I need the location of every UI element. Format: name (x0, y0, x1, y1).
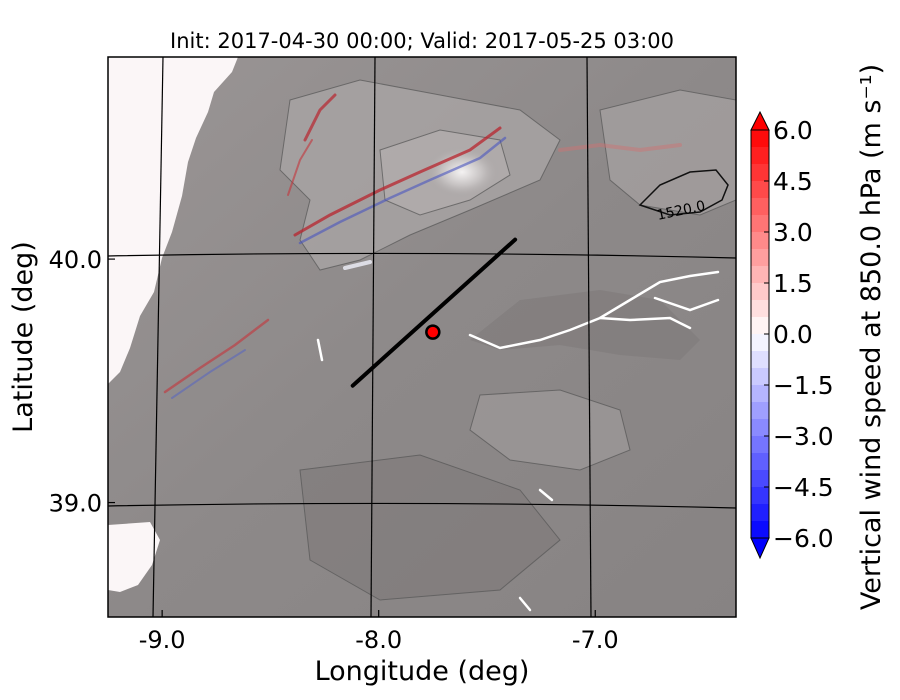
plot-frame (107, 56, 737, 618)
colorbar-bin (751, 419, 769, 437)
colorbar-bin (751, 283, 769, 301)
downdraft-streak (298, 136, 507, 245)
downdraft-streak (171, 349, 246, 399)
colorbar-tick-label: −6.0 (773, 524, 834, 553)
updraft-streak (293, 126, 502, 237)
contour-lines (279, 79, 736, 601)
graticule (108, 57, 736, 617)
colorbar-bin (751, 147, 769, 165)
updraft-streak (343, 260, 372, 270)
colorbar-bin (751, 351, 769, 369)
colorbar-label: Vertical wind speed at 850.0 hPa (m s⁻¹) (856, 64, 887, 610)
river (653, 296, 720, 312)
colorbar-bin (751, 453, 769, 471)
colorbar-tick-label: 4.5 (773, 167, 813, 196)
colorbar-bin (751, 130, 769, 148)
colorbar-extend-min (750, 537, 770, 560)
contour-1520 (638, 169, 729, 216)
river (518, 596, 532, 612)
colorbar-tick-label: 0.0 (773, 320, 813, 349)
colorbar-bin (751, 436, 769, 454)
river (598, 316, 692, 330)
x-axis-label: Longitude (deg) (315, 656, 530, 687)
colorbar-bin (751, 181, 769, 199)
colorbar-bin (751, 334, 769, 352)
meridian-7 (586, 57, 592, 617)
colorbar-bin (751, 385, 769, 403)
colorbar-extend-max (750, 110, 770, 131)
y-axis-ticks: 40.0 39.0 (49, 246, 115, 518)
parallel-40 (108, 252, 736, 259)
updraft-streak (287, 139, 313, 196)
colorbar-bin (751, 300, 769, 318)
colorbar-bin (751, 470, 769, 488)
parallel-39 (108, 502, 736, 509)
rivers (316, 270, 720, 612)
colorbar: 6.0 4.5 3.0 1.5 0.0 −1.5 −3.0 −4.5 −6.0 (750, 110, 834, 560)
colorbar-bin (751, 402, 769, 420)
colorbar-tick-label: −1.5 (773, 371, 834, 400)
colorbar-bin (751, 317, 769, 335)
terrain-peak (424, 146, 500, 198)
x-tick-label: -8.0 (355, 626, 402, 654)
colorbar-bin (751, 521, 769, 539)
terrain-east-upland (600, 90, 736, 215)
colorbar-tick-label: −3.0 (773, 422, 834, 451)
colorbar-tick-label: −4.5 (773, 473, 834, 502)
y-tick-label: 40.0 (49, 246, 102, 274)
map-plot-area: 1520.0 (108, 57, 736, 617)
colorbar-bin (751, 504, 769, 522)
colorbar-bin (751, 266, 769, 284)
ocean-region-south (108, 522, 160, 592)
location-marker (425, 324, 441, 340)
colorbar-bin (751, 487, 769, 505)
colorbar-tick-label: 6.0 (773, 116, 813, 145)
colorbar-tick-label: 1.5 (773, 269, 813, 298)
chart-title: Init: 2017-04-30 00:00; Valid: 2017-05-2… (170, 29, 674, 53)
wind-streaks (163, 93, 682, 399)
colorbar-tick-label: 3.0 (773, 218, 813, 247)
colorbar-bin (751, 368, 769, 386)
x-axis-ticks: -9.0 -8.0 -7.0 (139, 610, 619, 654)
updraft-streak (558, 142, 682, 153)
cross-section-line (350, 237, 518, 388)
colorbar-bin (751, 215, 769, 233)
y-axis-label: Latitude (deg) (8, 241, 39, 433)
y-tick-label: 39.0 (49, 490, 102, 518)
x-tick-label: -7.0 (572, 626, 619, 654)
river (316, 338, 324, 362)
colorbar-bin (751, 232, 769, 250)
x-tick-label: -9.0 (139, 626, 186, 654)
colorbar-bin (751, 249, 769, 267)
meridian-8 (370, 57, 376, 617)
updraft-streak (303, 93, 337, 142)
river (538, 488, 554, 502)
terrain-basin (300, 455, 560, 600)
colorbar-bin (751, 164, 769, 182)
ocean-region (108, 57, 238, 384)
meridian-9 (152, 57, 164, 617)
colorbar-bin (751, 198, 769, 216)
updraft-streak (163, 318, 270, 394)
